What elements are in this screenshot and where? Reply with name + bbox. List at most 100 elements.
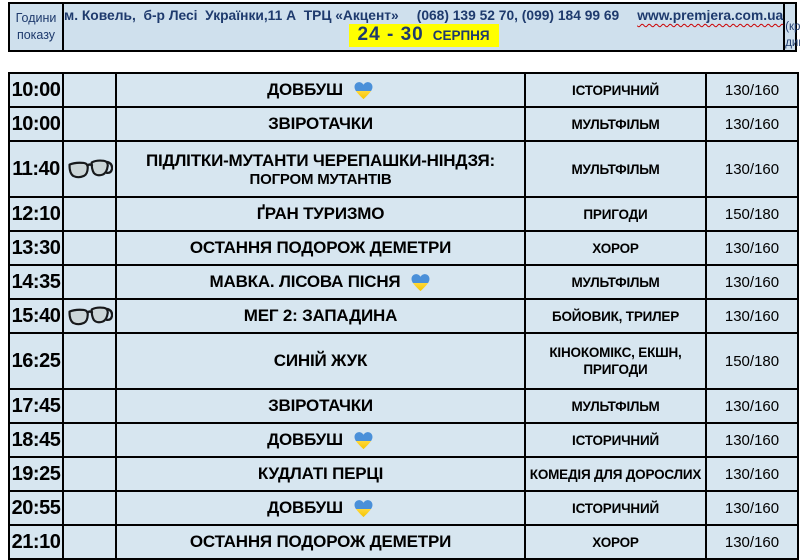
price-cell: 130/160: [705, 140, 799, 198]
price-column-header: ЦІНА (крісла / дивани): [785, 4, 800, 50]
movie-title: ДОВБУШ: [267, 430, 343, 449]
cinema-contact-line: м. Ковель, б-р Лесі Українки,11 А ТРЦ «А…: [64, 8, 783, 23]
date-range-line: 24 - 30 СЕРПНЯ: [348, 24, 499, 47]
format-cell: [62, 196, 117, 232]
schedule-row: 12:10 ҐРАН ТУРИЗМО ПРИГОДИ 150/180: [8, 196, 799, 232]
showtime-cell: 17:45: [8, 388, 64, 424]
header-main-cell: м. Ковель, б-р Лесі Українки,11 А ТРЦ «А…: [64, 4, 786, 50]
format-cell: [62, 456, 117, 492]
showtime-cell: 14:35: [8, 264, 64, 300]
showtime-cell: 20:55: [8, 490, 64, 526]
schedule-row: 17:45 ЗВІРОТАЧКИ МУЛЬТФІЛЬМ 130/160: [8, 388, 799, 424]
ukraine-heart-icon: [354, 81, 373, 99]
date-range-numbers: 24 - 30: [357, 24, 424, 45]
genre-cell: МУЛЬТФІЛЬМ: [524, 140, 707, 198]
schedule-row: 16:25 СИНІЙ ЖУК КІНОКОМІКС, ЕКШН, ПРИГОД…: [8, 332, 799, 390]
showtime-cell: 15:40: [8, 298, 64, 334]
showtime-cell: 12:10: [8, 196, 64, 232]
genre-cell: ПРИГОДИ: [524, 196, 707, 232]
schedule-row: 10:00 ДОВБУШ: [8, 72, 799, 108]
price-cell: 130/160: [705, 230, 799, 266]
price-cell: 130/160: [705, 72, 799, 108]
format-cell: [62, 230, 117, 266]
showtime-cell: 21:10: [8, 524, 64, 560]
movie-title-cell: ДОВБУШ: [115, 490, 526, 526]
schedule-row: 14:35 МАВКА. ЛІСОВА ПІСНЯ: [8, 264, 799, 300]
schedule-row: 13:30 ОСТАННЯ ПОДОРОЖ ДЕМЕТРИ ХОРОР 130/…: [8, 230, 799, 266]
movie-title: КУДЛАТІ ПЕРЦІ: [257, 464, 384, 483]
price-sublabel: (крісла / дивани): [785, 21, 800, 49]
schedule-row: 21:10 ОСТАННЯ ПОДОРОЖ ДЕМЕТРИ ХОРОР 130/…: [8, 524, 799, 560]
3d-glasses-icon: [67, 306, 113, 326]
schedule-row: 10:00 ЗВІРОТАЧКИ МУЛЬТФІЛЬМ 130/160: [8, 106, 799, 142]
format-cell: [62, 72, 117, 108]
genre-cell: КОМЕДІЯ ДЛЯ ДОРОСЛИХ: [524, 456, 707, 492]
format-cell: [62, 106, 117, 142]
price-cell: 130/160: [705, 524, 799, 560]
genre-cell: МУЛЬТФІЛЬМ: [524, 264, 707, 300]
showtime-cell: 19:25: [8, 456, 64, 492]
schedule-row: 19:25 КУДЛАТІ ПЕРЦІ КОМЕДІЯ ДЛЯ ДОРОСЛИХ…: [8, 456, 799, 492]
format-cell: [62, 524, 117, 560]
website-link[interactable]: www.premjera.com.ua: [637, 8, 784, 23]
movie-title-cell: ПІДЛІТКИ-МУТАНТИ ЧЕРЕПАШКИ-НІНДЗЯ: ПОГРО…: [115, 140, 526, 198]
hours-label-line1: Години: [15, 11, 57, 25]
movie-title-cell: ОСТАННЯ ПОДОРОЖ ДЕМЕТРИ: [115, 230, 526, 266]
schedule-row: 18:45 ДОВБУШ: [8, 422, 799, 458]
movie-title: СИНІЙ ЖУК: [273, 351, 368, 370]
schedule-row: 11:40 ПІДЛІТКИ-МУТАНТИ ЧЕРЕПАШКИ-НІНДЗЯ:: [8, 140, 799, 198]
movie-title: ДОВБУШ: [267, 80, 343, 99]
schedule-table: 10:00 ДОВБУШ: [8, 72, 799, 560]
movie-title-cell: ҐРАН ТУРИЗМО: [115, 196, 526, 232]
genre-cell: ІСТОРИЧНИЙ: [524, 422, 707, 458]
showtime-cell: 18:45: [8, 422, 64, 458]
movie-title: ОСТАННЯ ПОДОРОЖ ДЕМЕТРИ: [189, 532, 452, 551]
movie-title: МЕГ 2: ЗАПАДИНА: [243, 306, 398, 325]
movie-title-cell: ОСТАННЯ ПОДОРОЖ ДЕМЕТРИ: [115, 524, 526, 560]
showtimes-column-header: Години показу: [10, 4, 64, 50]
showtime-cell: 10:00: [8, 72, 64, 108]
showtime-cell: 13:30: [8, 230, 64, 266]
schedule-row: 15:40 МЕГ 2: ЗАПАДИНА БОЙО: [8, 298, 799, 334]
movie-title-cell: ДОВБУШ: [115, 72, 526, 108]
genre-cell: БОЙОВИК, ТРИЛЕР: [524, 298, 707, 334]
schedule-row: 20:55 ДОВБУШ: [8, 490, 799, 526]
price-cell: 130/160: [705, 298, 799, 334]
genre-cell: КІНОКОМІКС, ЕКШН, ПРИГОДИ: [524, 332, 707, 390]
format-cell: [62, 388, 117, 424]
format-cell: [62, 490, 117, 526]
3d-glasses-icon: [67, 159, 113, 179]
price-cell: 130/160: [705, 456, 799, 492]
genre-cell: ХОРОР: [524, 230, 707, 266]
price-cell: 150/180: [705, 196, 799, 232]
movie-title: ЗВІРОТАЧКИ: [268, 114, 373, 133]
movie-title: ЗВІРОТАЧКИ: [268, 396, 373, 415]
format-cell: [62, 140, 117, 198]
price-cell: 130/160: [705, 388, 799, 424]
movie-title: ДОВБУШ: [267, 498, 343, 517]
schedule-body: 10:00 ДОВБУШ: [8, 72, 799, 560]
cinema-address: м. Ковель, б-р Лесі Українки,11 А ТРЦ «А…: [64, 8, 399, 23]
genre-cell: ІСТОРИЧНИЙ: [524, 72, 707, 108]
movie-title-cell: ЗВІРОТАЧКИ: [115, 388, 526, 424]
showtime-cell: 10:00: [8, 106, 64, 142]
movie-title-cell: ДОВБУШ: [115, 422, 526, 458]
movie-title: ПІДЛІТКИ-МУТАНТИ ЧЕРЕПАШКИ-НІНДЗЯ:: [146, 150, 495, 170]
ukraine-heart-icon: [354, 431, 373, 449]
movie-title: ОСТАННЯ ПОДОРОЖ ДЕМЕТРИ: [189, 238, 452, 257]
cinema-phones: (068) 139 52 70, (099) 184 99 69: [416, 8, 620, 23]
genre-cell: ХОРОР: [524, 524, 707, 560]
schedule-header: Години показу м. Ковель, б-р Лесі Україн…: [8, 2, 800, 52]
price-cell: 130/160: [705, 106, 799, 142]
format-cell: [62, 264, 117, 300]
movie-title: МАВКА. ЛІСОВА ПІСНЯ: [209, 272, 401, 291]
price-cell: 150/180: [705, 332, 799, 390]
movie-title-cell: МАВКА. ЛІСОВА ПІСНЯ: [115, 264, 526, 300]
format-cell: [62, 422, 117, 458]
ukraine-heart-icon: [354, 499, 373, 517]
genre-cell: ІСТОРИЧНИЙ: [524, 490, 707, 526]
ukraine-heart-icon: [411, 273, 430, 291]
price-cell: 130/160: [705, 490, 799, 526]
date-range-highlight: 24 - 30 СЕРПНЯ: [348, 24, 499, 47]
